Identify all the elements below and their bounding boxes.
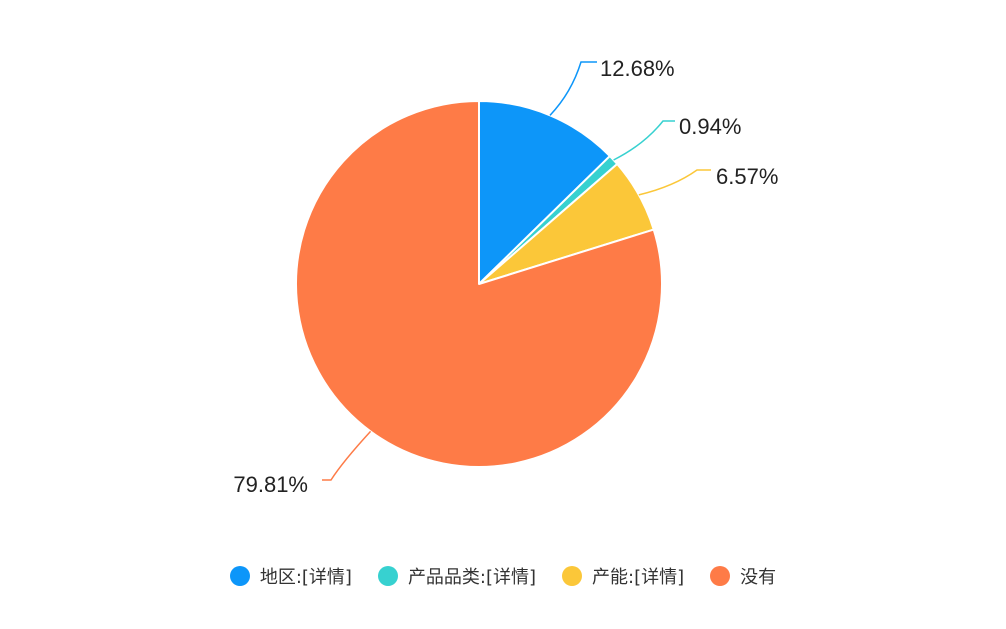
- percentage-labels: 12.68% 0.94% 6.57% 79.81%: [233, 56, 778, 497]
- legend-marker: [229, 566, 250, 586]
- legend-label: 地区:[详情]: [259, 567, 352, 588]
- legend-marker: [377, 566, 398, 586]
- legend-label: 没有: [740, 567, 777, 588]
- legend-marker: [710, 566, 731, 586]
- pie-slice-0[interactable]: [478, 100, 611, 285]
- leader-line-0: [549, 61, 597, 116]
- legend-item-2[interactable]: 产能:[详情]: [562, 563, 684, 589]
- legend-label: 产品品类:[详情]: [407, 567, 537, 588]
- legend-label: 产能:[详情]: [592, 567, 685, 588]
- pie-slices: [295, 100, 663, 468]
- leader-lines: [322, 61, 711, 481]
- legend-marker: [562, 566, 583, 586]
- data-label-3: 79.81%: [233, 472, 308, 497]
- legend-item-3[interactable]: 没有: [710, 563, 776, 589]
- data-label-0: 12.68%: [600, 56, 675, 81]
- leader-line-1: [613, 120, 675, 161]
- data-label-1: 0.94%: [679, 114, 741, 139]
- legend: 地区:[详情] 产品品类:[详情] 产能:[详情] 没有: [0, 558, 1006, 594]
- legend-item-0[interactable]: 地区:[详情]: [229, 563, 352, 589]
- data-label-2: 6.57%: [716, 164, 778, 189]
- leader-line-3: [322, 430, 372, 481]
- legend-item-1[interactable]: 产品品类:[详情]: [377, 563, 537, 589]
- leader-line-2: [638, 169, 711, 196]
